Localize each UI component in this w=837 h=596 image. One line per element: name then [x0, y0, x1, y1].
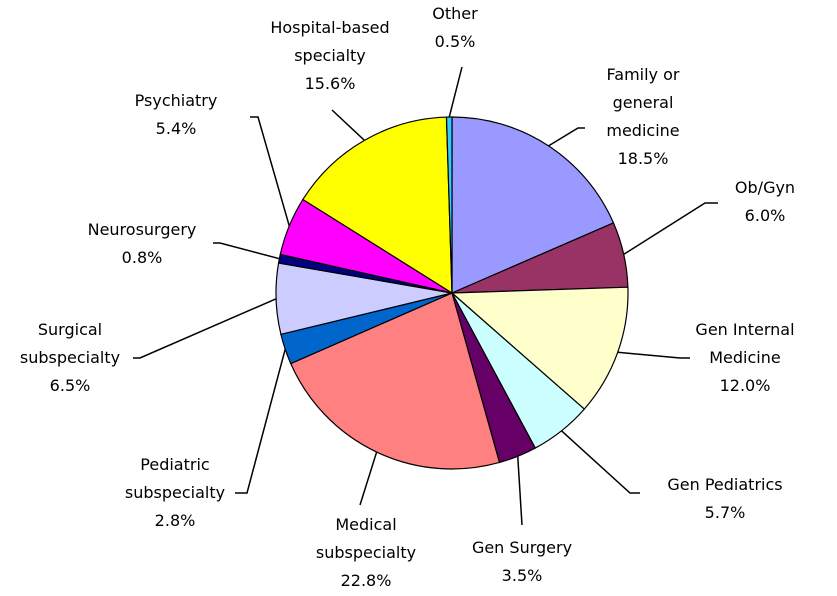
leader-line [235, 348, 286, 494]
slice-label: Hospital-based specialty 15.6% [255, 14, 405, 98]
leader-line [517, 456, 523, 526]
leader-line [359, 451, 378, 506]
pie-slice [289, 292, 501, 470]
pie-slice [445, 116, 453, 294]
category-label: Family or general medicine [606, 65, 680, 140]
value-label: 6.5% [49, 376, 91, 395]
leader-line [623, 202, 718, 256]
value-label: 15.6% [304, 74, 356, 93]
slice-label: Surgical subspecialty 6.5% [13, 316, 128, 400]
category-label: Psychiatry [134, 91, 218, 110]
value-label: 6.0% [744, 206, 786, 225]
pie-slice [451, 116, 615, 294]
leader-line [561, 430, 640, 494]
category-label: Ob/Gyn [734, 178, 796, 197]
slice-label: Neurosurgery 0.8% [62, 216, 222, 272]
category-label: Gen Internal Medicine [695, 320, 795, 367]
leader-line [448, 66, 463, 118]
category-label: Gen Pediatrics [667, 475, 783, 494]
value-label: 5.7% [704, 503, 746, 522]
category-label: Gen Surgery [471, 538, 573, 557]
leader-line [617, 351, 690, 359]
category-label: Surgical subspecialty [19, 320, 121, 367]
leader-line [250, 116, 290, 227]
value-label: 3.5% [501, 566, 543, 585]
category-label: Hospital-based specialty [270, 18, 390, 65]
value-label: 0.5% [434, 32, 476, 51]
slice-label: Ob/Gyn 6.0% [715, 174, 815, 230]
pie-slice [302, 116, 453, 295]
slice-label: Family or general medicine 18.5% [588, 61, 698, 173]
slice-label: Pediatric subspecialty 2.8% [118, 451, 233, 535]
value-label: 22.8% [340, 571, 392, 590]
category-label: Medical subspecialty [315, 515, 417, 562]
value-label: 2.8% [154, 511, 196, 530]
pie-slice [450, 286, 629, 410]
slice-label: Gen Surgery 3.5% [442, 534, 602, 590]
slice-label: Gen Pediatrics 5.7% [615, 471, 835, 527]
slice-label: Other 0.5% [415, 0, 495, 56]
category-label: Pediatric subspecialty [124, 455, 226, 502]
slice-label: Gen Internal Medicine 12.0% [683, 316, 808, 400]
leader-line [213, 242, 280, 260]
value-label: 0.8% [121, 248, 163, 267]
slice-label: Psychiatry 5.4% [96, 87, 256, 143]
leader-line [331, 109, 365, 141]
value-label: 5.4% [155, 119, 197, 138]
category-label: Neurosurgery [87, 220, 197, 239]
value-label: 18.5% [617, 149, 669, 168]
leader-line [133, 298, 277, 359]
slice-label: Medical subspecialty 22.8% [309, 511, 424, 595]
value-label: 12.0% [719, 376, 771, 395]
category-label: Other [432, 4, 478, 23]
leader-line [548, 127, 585, 147]
